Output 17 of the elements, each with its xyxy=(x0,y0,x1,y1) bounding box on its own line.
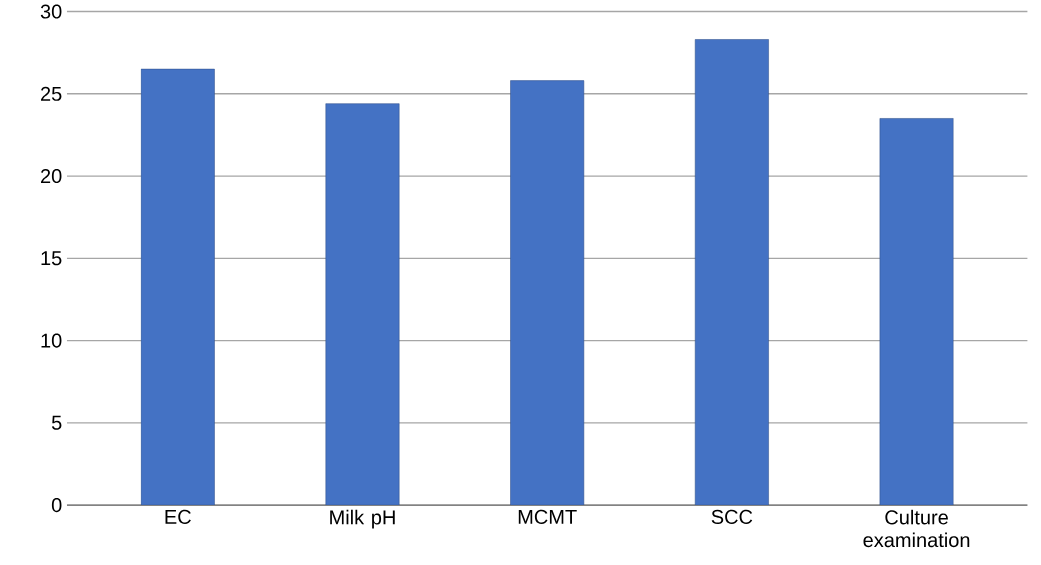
y-tick-label: 0 xyxy=(51,497,62,512)
y-tick-label: 25 xyxy=(41,86,62,101)
y-tick-label: 20 xyxy=(41,168,62,183)
bar xyxy=(510,80,585,505)
y-tick-label: 10 xyxy=(41,333,62,348)
x-tick-label: MCMT xyxy=(518,509,577,524)
bar xyxy=(140,68,215,505)
x-tick-label: Culture examination xyxy=(863,509,970,547)
bar xyxy=(694,39,769,505)
y-tick-label: 5 xyxy=(51,415,62,430)
x-tick-label: SCC xyxy=(711,509,753,524)
y-tick-label: 15 xyxy=(41,251,62,266)
x-tick-label: EC xyxy=(165,509,191,524)
bar xyxy=(879,118,954,505)
x-tick-label: Milk pH xyxy=(330,509,395,529)
y-tick-label: 30 xyxy=(40,4,62,19)
bar xyxy=(325,103,400,505)
